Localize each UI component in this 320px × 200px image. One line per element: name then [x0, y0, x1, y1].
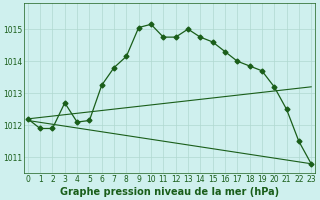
X-axis label: Graphe pression niveau de la mer (hPa): Graphe pression niveau de la mer (hPa) — [60, 187, 279, 197]
